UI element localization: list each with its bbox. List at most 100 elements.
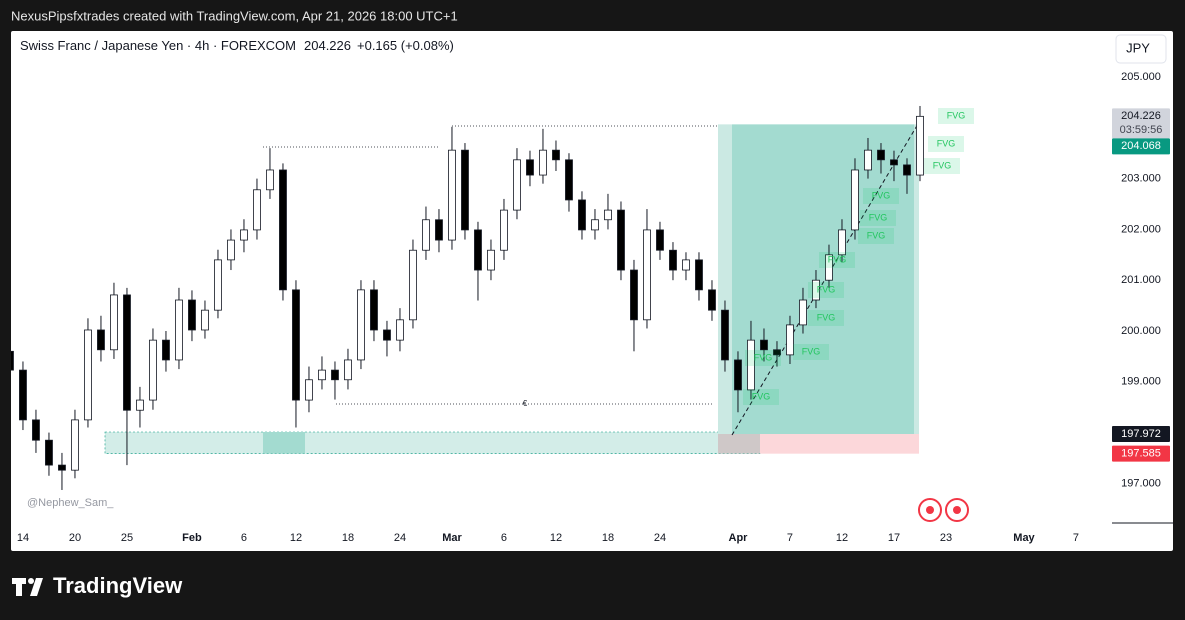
candle-body	[487, 249, 495, 271]
fvg-box	[858, 228, 894, 244]
fvg-box	[808, 282, 844, 298]
candle-body	[877, 149, 885, 161]
fvg-label: FVG	[872, 190, 891, 200]
candle-body	[461, 149, 469, 231]
fvg-label: FVG	[817, 312, 836, 322]
alert-dot	[953, 506, 961, 514]
candle-body	[825, 254, 833, 281]
liquidity-zone	[104, 431, 761, 454]
alert-dot	[926, 506, 934, 514]
y-tick-label: 203.000	[1121, 173, 1161, 185]
candle-body	[97, 329, 105, 351]
candle-body	[201, 309, 209, 331]
candle-body	[409, 249, 417, 321]
x-tick-label: 6	[241, 532, 247, 544]
logo-mark	[28, 578, 34, 584]
fvg-label: FVG	[802, 346, 821, 356]
price-tag	[1112, 138, 1170, 155]
zone-overlap	[718, 434, 760, 454]
candle-body	[903, 164, 911, 176]
x-tick-label: 18	[342, 532, 354, 544]
candle-body	[149, 339, 157, 401]
candle-body	[916, 115, 924, 176]
target-zone-edge	[914, 124, 919, 435]
header-text: NexusPipsfxtrades created with TradingVi…	[11, 8, 458, 23]
currency[interactable]: JPY	[1126, 40, 1150, 55]
x-tick-label: Apr	[729, 532, 749, 544]
candle-body	[279, 169, 287, 291]
candle-body	[32, 419, 40, 441]
candle-body	[630, 269, 638, 321]
candle-body	[526, 159, 534, 176]
fvg-label: FVG	[752, 391, 771, 401]
y-tick-label: 205.000	[1121, 71, 1161, 83]
fvg-label: FVG	[869, 212, 888, 222]
candle-body	[448, 149, 456, 241]
candle-body	[188, 299, 196, 331]
candle-body	[812, 279, 820, 301]
price-tag	[1112, 445, 1170, 462]
candle-body	[747, 339, 755, 391]
candle-body	[838, 229, 846, 256]
x-tick-label: 25	[121, 532, 133, 544]
candle-body	[370, 289, 378, 331]
candle-body	[474, 229, 482, 271]
candle-body	[19, 369, 27, 421]
candle-body	[240, 229, 248, 241]
fvg-box	[745, 350, 781, 366]
x-tick-label: Feb	[182, 532, 202, 544]
x-tick-label: 12	[550, 532, 562, 544]
fvg-box	[928, 136, 964, 152]
candle-body	[513, 159, 521, 211]
fvg-box	[808, 310, 844, 326]
candle-body	[266, 169, 274, 191]
y-tick-label: 199.000	[1121, 376, 1161, 388]
fvg-box	[793, 344, 829, 360]
fvg-box	[863, 188, 899, 204]
y-tick-label: 202.000	[1121, 223, 1161, 235]
candle-body	[708, 289, 716, 311]
y-tick-label: 200.000	[1121, 325, 1161, 337]
x-tick-label: Mar	[442, 532, 462, 544]
price-tag	[1112, 108, 1170, 139]
candle-body	[539, 149, 547, 176]
candle-body	[578, 199, 586, 231]
price-tag	[1112, 426, 1170, 443]
candle-body	[656, 229, 664, 251]
x-tick-label: 23	[940, 532, 952, 544]
alert-icons[interactable]	[918, 498, 969, 522]
candle-body	[162, 339, 170, 361]
logo	[12, 578, 43, 596]
logo-mark	[30, 578, 43, 596]
candle-body	[11, 350, 14, 371]
x-tick-label: 14	[17, 532, 29, 544]
x-tick-label: 7	[787, 532, 793, 544]
chart-title: Swiss Franc / Japanese Yen · 4h · FOREXC…	[20, 38, 296, 53]
price-tag-label: 204.226	[1121, 110, 1161, 122]
fvg-box	[860, 210, 896, 226]
chart-panel	[11, 31, 1173, 551]
candle-body	[396, 319, 404, 341]
y-tick-label: 201.000	[1121, 274, 1161, 286]
price-tag-label: 204.068	[1121, 140, 1161, 152]
fvg-box	[819, 252, 855, 268]
y-tick-label: 197.000	[1121, 477, 1161, 489]
fvg-box	[924, 158, 960, 174]
candle-body	[383, 329, 391, 341]
currency-button[interactable]	[1115, 34, 1167, 64]
candle-body	[318, 369, 326, 381]
fvg-label: FVG	[817, 284, 836, 294]
footer-brand: TradingView	[53, 573, 183, 598]
price-tag-label: 197.972	[1121, 428, 1161, 440]
candle-body	[175, 299, 183, 361]
fvg-label: FVG	[867, 230, 886, 240]
candle-body	[435, 219, 443, 241]
candle-body	[799, 299, 807, 326]
candle-body	[331, 369, 339, 381]
trend-line	[731, 123, 919, 436]
candle-body	[45, 439, 53, 466]
x-tick-label: May	[1013, 532, 1035, 544]
x-tick-label: 12	[290, 532, 302, 544]
